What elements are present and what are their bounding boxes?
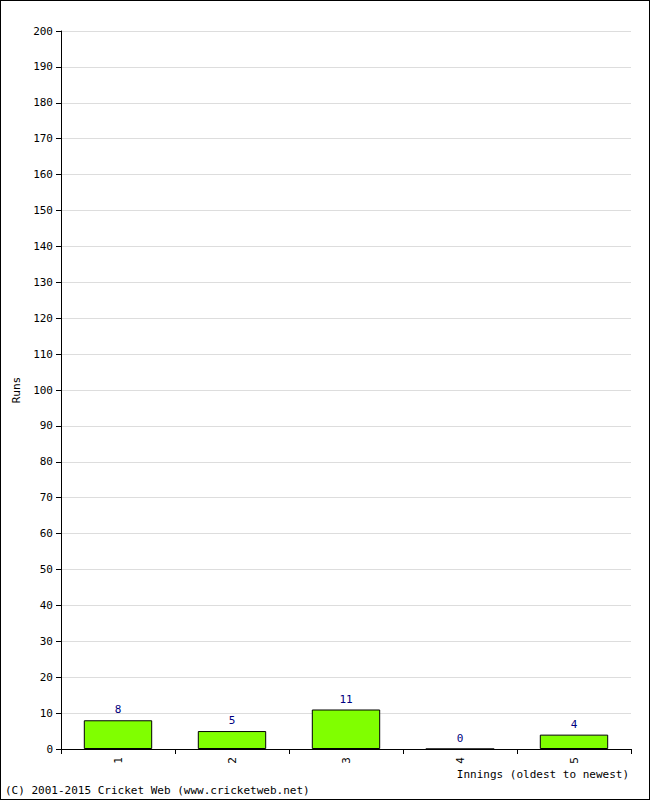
svg-text:60: 60 [40,527,53,540]
svg-text:20: 20 [40,671,53,684]
svg-text:200: 200 [33,25,53,38]
svg-text:180: 180 [33,96,53,109]
svg-text:160: 160 [33,168,53,181]
svg-text:120: 120 [33,312,53,325]
svg-text:8: 8 [115,703,122,716]
svg-text:90: 90 [40,419,53,432]
svg-text:4: 4 [571,718,578,731]
svg-text:2: 2 [226,757,239,764]
svg-text:Innings (oldest to newest): Innings (oldest to newest) [457,768,629,781]
svg-text:5: 5 [229,714,236,727]
svg-text:80: 80 [40,455,53,468]
svg-text:150: 150 [33,204,53,217]
svg-text:Runs: Runs [10,377,23,404]
svg-text:(C) 2001-2015 Cricket Web (www: (C) 2001-2015 Cricket Web (www.cricketwe… [5,784,310,797]
svg-text:1: 1 [112,757,125,764]
svg-text:170: 170 [33,132,53,145]
svg-text:110: 110 [33,348,53,361]
svg-text:0: 0 [46,743,53,756]
svg-text:3: 3 [340,757,353,764]
svg-text:140: 140 [33,240,53,253]
svg-text:5: 5 [568,757,581,764]
svg-text:190: 190 [33,60,53,73]
svg-text:70: 70 [40,491,53,504]
svg-text:100: 100 [33,384,53,397]
svg-text:0: 0 [457,732,464,745]
svg-text:50: 50 [40,563,53,576]
svg-text:11: 11 [339,693,352,706]
svg-text:4: 4 [454,757,467,764]
svg-text:30: 30 [40,635,53,648]
svg-text:130: 130 [33,276,53,289]
svg-text:10: 10 [40,707,53,720]
svg-text:40: 40 [40,599,53,612]
